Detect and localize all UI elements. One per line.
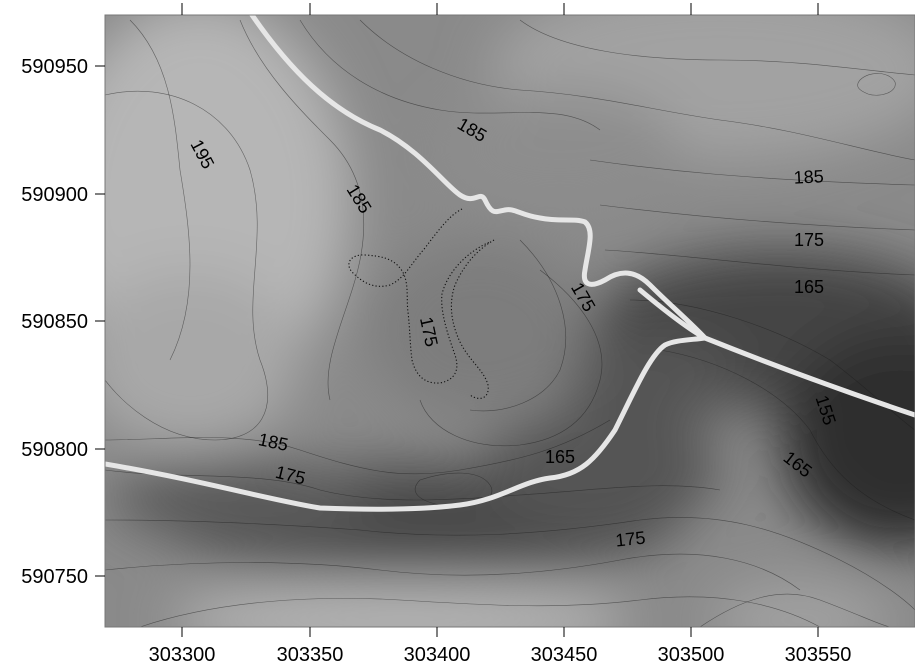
y-tick-label: 590750 — [21, 566, 88, 588]
y-tick-label: 590950 — [21, 56, 88, 78]
x-tick-label: 303400 — [404, 644, 471, 666]
contour-lines — [105, 19, 915, 627]
x-tick-label: 303500 — [658, 644, 725, 666]
contour-label: 165 — [545, 447, 575, 467]
terrain-shading — [105, 15, 915, 627]
contour-label: 175 — [794, 230, 824, 250]
y-tick-label: 590900 — [21, 184, 88, 206]
contour-label: 185 — [793, 166, 824, 188]
y-axis-tick-labels: 590950 590900 590850 590800 590750 — [21, 56, 88, 588]
axis-ticks — [95, 3, 819, 637]
x-tick-label: 303350 — [277, 644, 344, 666]
y-tick-label: 590850 — [21, 311, 88, 333]
y-tick-label: 590800 — [21, 439, 88, 461]
roads — [105, 15, 915, 512]
x-tick-label: 303450 — [531, 644, 598, 666]
x-axis-tick-labels: 303300 303350 303400 303450 303500 30355… — [149, 644, 852, 666]
x-tick-label: 303300 — [149, 644, 216, 666]
contour-label: 175 — [614, 528, 646, 551]
x-tick-label: 303550 — [785, 644, 852, 666]
contour-label: 165 — [794, 277, 824, 297]
quarry-hachures — [348, 208, 495, 399]
